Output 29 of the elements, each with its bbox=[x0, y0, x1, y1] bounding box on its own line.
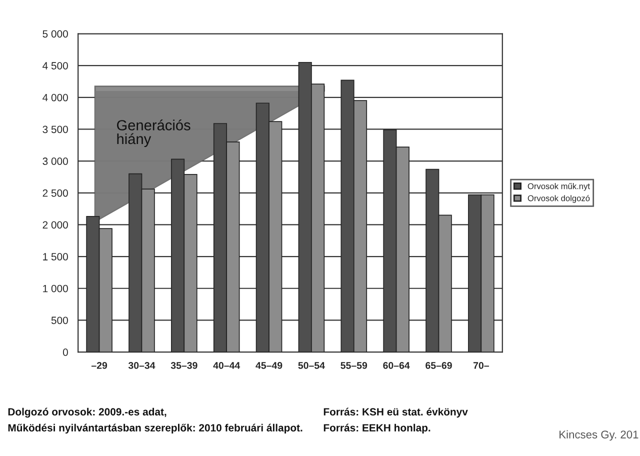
y-tick-label: 2 000 bbox=[42, 221, 68, 229]
y-tick-label: 500 bbox=[51, 316, 68, 324]
x-tick-label: 40–44 bbox=[213, 362, 240, 369]
y-tick-label: 3 000 bbox=[42, 158, 68, 165]
text: Kincses Gy. 201 bbox=[560, 430, 638, 441]
y-tick-label: 4 000 bbox=[42, 94, 68, 102]
x-tick-label: 70– bbox=[473, 362, 489, 369]
y-tick-label: 1 500 bbox=[43, 253, 68, 260]
x-tick-label: 55–59 bbox=[340, 362, 368, 369]
x-tick-label: 35–39 bbox=[170, 362, 198, 369]
x-tick-label: 45–49 bbox=[256, 362, 282, 369]
legend-label: Orvosok dolgozó bbox=[528, 194, 590, 203]
text: Forrás: KSH eü stat. évkönyv bbox=[324, 408, 468, 418]
x-tick-label: 60–64 bbox=[383, 362, 410, 369]
x-tick-label: 65–69 bbox=[426, 362, 452, 369]
y-tick-label: 0 bbox=[62, 348, 68, 356]
y-tick-label: 3 500 bbox=[42, 126, 68, 134]
y-tick-label: 5 000 bbox=[42, 30, 68, 38]
text: Forrás: EEKH honlap. bbox=[324, 424, 430, 434]
x-tick-label: –29 bbox=[91, 362, 108, 369]
x-tick-label: 50–54 bbox=[298, 362, 325, 369]
legend-label: Orvosok műk.nyt bbox=[528, 182, 590, 191]
y-tick-label: 2 500 bbox=[42, 189, 68, 197]
text: Dolgozó orvosok: 2009.-es adat, bbox=[8, 408, 166, 418]
x-tick-label: 30–34 bbox=[128, 362, 156, 369]
y-tick-label: 4 500 bbox=[42, 62, 68, 70]
text: Működési nyilvántartásban szereplők: 2010 februári állapot. bbox=[8, 424, 302, 434]
y-tick-label: 1 000 bbox=[43, 284, 68, 292]
annotation: Generációs hiány bbox=[117, 120, 190, 148]
